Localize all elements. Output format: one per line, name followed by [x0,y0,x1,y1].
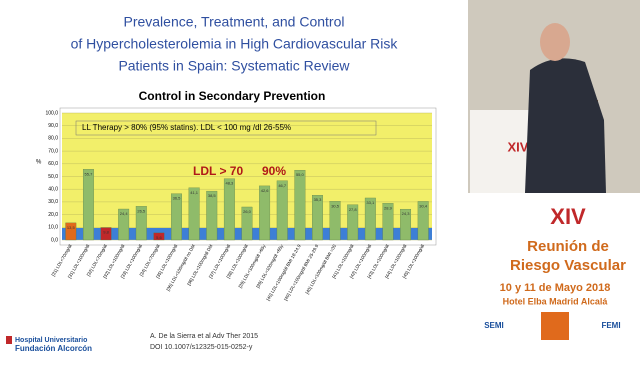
bar [65,222,77,241]
bar [171,193,182,241]
bar [82,169,94,241]
bar [223,178,235,241]
value-label: 30,5 [331,203,340,208]
hospital-logo [6,336,12,344]
bar [135,206,147,241]
bar [188,187,200,241]
citation: A. De la Sierra et al Adv Ther 2015 [150,333,258,340]
bar [364,197,376,241]
y-tick-label: 90,0 [48,123,58,129]
value-label: 26,5 [137,208,146,213]
speaker-head [540,23,570,61]
y-tick-label: 80,0 [48,136,58,142]
bar [276,180,288,241]
chart-frame [59,107,437,246]
y-tick-label: 40,0 [48,187,58,193]
bar [259,185,271,241]
hospital-name: Fundación Alcorcón [15,344,92,353]
bar [100,227,112,241]
y-tick-label: 30,0 [48,199,58,205]
logo-group [541,312,569,340]
speaker-body [525,58,606,193]
event-title: Reunión de [527,238,609,255]
value-label: 48,3 [225,181,234,186]
y-tick-label: 70,0 [48,148,58,154]
value-label: 46,7 [278,183,287,188]
event-title: Riesgo Vascular [510,257,626,274]
value-label: 27,8 [349,207,358,212]
annotation: LL Therapy > 80% (95% statins). LDL < 10… [82,123,291,132]
value-label: 28,9 [384,205,393,210]
bar [347,204,359,241]
value-label: 38,5 [208,193,217,198]
y-tick-label: 50,0 [48,174,58,180]
annotation: LDL > 70 [193,164,243,178]
bar [329,201,341,241]
value-label: 41,1 [190,190,199,195]
value-label: 5,6 [156,235,162,240]
banner-text: XIV [508,139,529,154]
y-axis-label: % [36,160,42,166]
bar [294,169,306,241]
bar [400,208,412,241]
bar [118,208,130,241]
slide-heading: Patients in Spain: Systematic Review [118,58,350,74]
y-tick-label: 100,0 [45,110,58,116]
y-tick-label: 60,0 [48,161,58,167]
value-label: 9,8 [103,230,109,235]
value-label: 24,4 [120,211,129,216]
annotation-box [75,120,377,136]
bar [382,203,394,241]
y-tick-label: 10,0 [48,225,58,231]
annotation: 90% [262,164,286,178]
y-tick-label: 0,0 [51,237,58,243]
event-venue: Hotel Elba Madrid Alcalá [503,296,609,306]
value-label: 42,6 [261,188,270,193]
speaker-video: XIV [468,0,640,193]
bar [206,190,218,241]
value-label: 24,3 [402,211,411,216]
logo-semi: SEMI [484,321,504,330]
bar [417,201,429,241]
value-label: 26,0 [243,209,252,214]
value-label: 33,1 [366,200,375,205]
value-label: 55,7 [85,171,94,176]
chart-title: Control in Secondary Prevention [139,89,326,103]
bar [312,195,323,241]
event-title: XIV [550,204,586,229]
value-label: 35,3 [314,197,323,202]
bar [153,232,165,241]
bar [241,206,253,241]
y-tick-label: 20,0 [48,212,58,218]
value-label: 36,5 [173,196,182,201]
hospital-name: Hospital Universitario [15,337,87,344]
value-label: 30,4 [419,203,428,208]
event-date: 10 y 11 de Mayo 2018 [500,282,611,294]
value-label: 13,5 [67,225,76,230]
citation: DOI 10.1007/s12325-015-0252-y [150,344,253,351]
value-label: 55,0 [296,172,305,177]
slide-heading: of Hypercholesterolemia in High Cardiova… [71,36,399,52]
logo-femi: FEMI [601,321,620,330]
slide-heading: Prevalence, Treatment, and Control [123,14,344,30]
